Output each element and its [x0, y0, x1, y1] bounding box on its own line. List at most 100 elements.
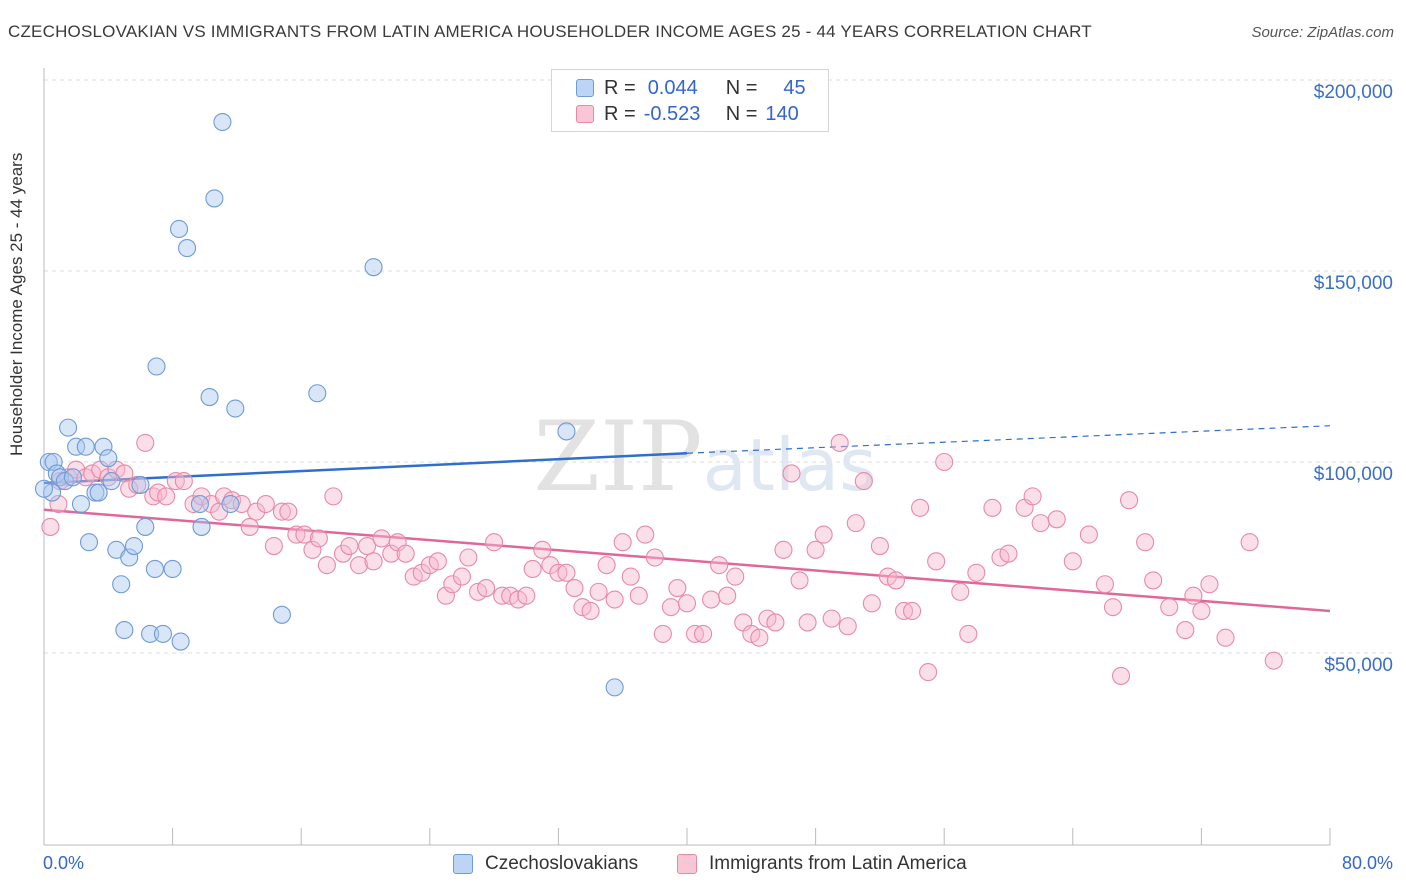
bottom-legend-latin-america: Immigrants from Latin America — [677, 853, 967, 875]
data-point-latin-america — [428, 552, 447, 571]
data-point-czechoslovakians — [124, 536, 144, 556]
data-point-latin-america — [927, 552, 946, 571]
trendlines — [43, 425, 1331, 613]
data-point-latin-america — [1095, 575, 1114, 594]
y-tick-label: $200,000 — [1314, 82, 1393, 103]
data-point-czechoslovakians — [364, 258, 383, 277]
data-point-czechoslovakians — [308, 384, 327, 403]
legend-swatch-blue — [576, 79, 594, 97]
legend-r-label: R = — [604, 102, 636, 125]
data-point-latin-america — [247, 502, 266, 521]
stats-legend: R = 0.044 N = 45 R = -0.523 N = 140 — [551, 69, 829, 132]
data-point-czechoslovakians — [147, 357, 166, 376]
x-tick-label-min: 0.0% — [43, 853, 85, 873]
data-point-czechoslovakians — [89, 483, 108, 502]
data-point-latin-america — [303, 540, 322, 559]
data-point-czechoslovakians — [102, 472, 121, 491]
data-point-czechoslovakians — [557, 422, 576, 441]
data-point-latin-america — [750, 628, 769, 647]
data-point-latin-america — [364, 552, 383, 571]
data-point-latin-america — [452, 567, 472, 586]
data-point-latin-america — [1136, 533, 1155, 552]
data-point-czechoslovakians — [94, 437, 113, 456]
data-point-latin-america — [517, 586, 536, 605]
data-point-czechoslovakians — [71, 494, 91, 514]
data-point-latin-america — [333, 544, 353, 563]
data-point-latin-america — [295, 525, 314, 544]
data-point-latin-america — [967, 563, 986, 582]
data-point-czechoslovakians — [272, 605, 291, 624]
chart-title: CZECHOSLOVAKIAN VS IMMIGRANTS FROM LATIN… — [8, 22, 1092, 41]
data-point-latin-america — [597, 556, 616, 575]
data-point-latin-america — [533, 540, 552, 559]
data-point-latin-america — [935, 452, 954, 472]
data-point-latin-america — [240, 517, 259, 536]
data-point-latin-america — [1264, 651, 1283, 670]
data-point-latin-america — [1111, 666, 1131, 685]
legend-n-value: 140 — [765, 102, 799, 125]
y-tick-label: $100,000 — [1314, 464, 1393, 485]
data-point-latin-america — [854, 472, 873, 491]
data-point-latin-america — [41, 517, 60, 536]
data-point-latin-america — [814, 525, 833, 544]
data-point-latin-america — [822, 609, 841, 628]
data-point-czechoslovakians — [141, 624, 160, 643]
data-point-latin-america — [396, 544, 415, 563]
data-point-latin-america — [372, 529, 391, 548]
data-point-latin-america — [959, 624, 978, 643]
legend-n-value: 45 — [783, 76, 806, 99]
data-point-czechoslovakians — [192, 517, 211, 536]
data-point-latin-america — [661, 598, 680, 617]
data-point-latin-america — [1103, 598, 1123, 617]
data-point-czechoslovakians — [605, 678, 624, 697]
data-point-latin-america — [523, 559, 542, 579]
data-point-czechoslovakians — [59, 418, 78, 437]
data-point-czechoslovakians — [205, 189, 224, 208]
data-point-czechoslovakians — [200, 388, 219, 407]
data-point-czechoslovakians — [79, 533, 99, 552]
data-point-latin-america — [911, 498, 930, 517]
data-point-czechoslovakians — [169, 219, 189, 239]
bottom-legend-czechoslovakians: Czechoslovakians — [453, 853, 638, 875]
data-point-latin-america — [951, 582, 970, 601]
source-label: Source: ZipAtlas.com — [1251, 24, 1394, 41]
data-point-latin-america — [702, 590, 721, 609]
data-point-czechoslovakians — [145, 559, 164, 579]
data-point-latin-america — [157, 487, 176, 506]
data-point-latin-america — [782, 464, 801, 483]
data-point-latin-america — [677, 594, 697, 613]
data-point-latin-america — [605, 590, 624, 609]
data-point-latin-america — [1144, 571, 1163, 590]
legend-r-value: -0.523 — [643, 102, 701, 125]
data-point-latin-america — [862, 594, 881, 613]
data-point-latin-america — [1031, 514, 1050, 533]
legend-r-value: 0.044 — [647, 76, 698, 99]
trendline-extension — [686, 425, 1331, 454]
data-point-latin-america — [790, 571, 809, 590]
data-point-latin-america — [710, 556, 729, 575]
data-point-latin-america — [766, 613, 785, 632]
legend-n-label: N = — [725, 76, 758, 99]
data-point-latin-america — [621, 567, 640, 586]
data-point-latin-america — [264, 536, 283, 556]
x-tick-label-max: 80.0% — [1341, 853, 1393, 873]
legend-row-czechoslovakians: R = 0.044 N = 45 — [576, 77, 806, 99]
data-point-latin-america — [886, 571, 906, 590]
data-point-latin-america — [613, 533, 632, 552]
data-point-czechoslovakians — [67, 437, 86, 456]
data-point-czechoslovakians — [213, 112, 232, 132]
data-point-latin-america — [653, 624, 672, 643]
data-point-latin-america — [459, 548, 478, 567]
data-point-latin-america — [694, 624, 713, 643]
y-axis-label: Householder Income Ages 25 - 44 years — [7, 152, 26, 456]
data-point-czechoslovakians — [226, 399, 245, 418]
data-point-czechoslovakians — [34, 479, 54, 498]
data-point-latin-america — [279, 502, 298, 521]
y-tick-label: $50,000 — [1324, 655, 1393, 676]
data-point-latin-america — [589, 582, 608, 601]
data-point-latin-america — [192, 487, 211, 506]
data-point-czechoslovakians — [163, 559, 182, 579]
data-point-czechoslovakians — [171, 632, 190, 651]
data-point-latin-america — [436, 586, 455, 605]
data-point-czechoslovakians — [76, 437, 95, 456]
